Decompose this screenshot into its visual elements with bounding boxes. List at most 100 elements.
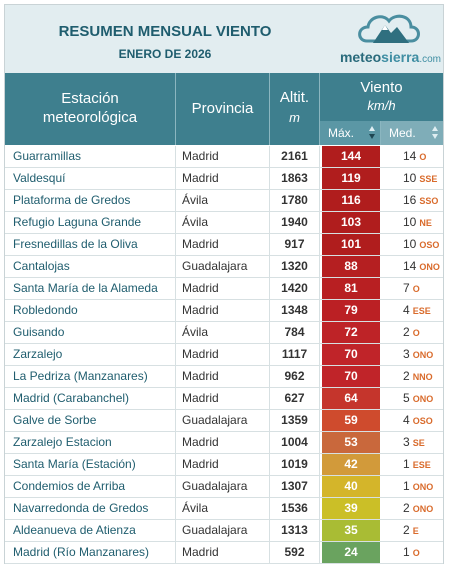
station-altitude: 962 [270,366,320,387]
table-row[interactable]: Condemios de Arriba Guadalajara 1307 40 1 ONO [5,476,443,498]
wind-mean-value: 1 [403,457,410,471]
wind-max-value: 72 [322,322,380,343]
station-province: Madrid [176,366,270,387]
wind-mean-cell: 1 ONO [381,476,443,497]
station-altitude: 1536 [270,498,320,519]
brand-logo[interactable]: meteosierra.com [331,49,441,65]
max-header-label: Máx. [328,126,355,140]
station-altitude: 2161 [270,146,320,167]
wind-direction: OSO [419,240,440,250]
table-row[interactable]: Madrid (Carabanchel) Madrid 627 64 5 ONO [5,388,443,410]
table-row[interactable]: Zarzalejo Madrid 1117 70 3 ONO [5,344,443,366]
wind-mean-cell: 5 ONO [381,388,443,409]
table-row[interactable]: Galve de Sorbe Guadalajara 1359 59 4 OSO [5,410,443,432]
wind-max-value: 35 [322,520,380,541]
station-province: Ávila [176,190,270,211]
column-header-station[interactable]: Estación meteorológica [5,73,176,145]
station-province: Madrid [176,388,270,409]
table-row[interactable]: Guisando Ávila 784 72 2 O [5,322,443,344]
wind-mean-cell: 10 OSO [381,234,443,255]
wind-mean-value: 2 [403,501,410,515]
wind-mean-value: 1 [403,545,410,559]
table-row[interactable]: Fresnedillas de la Oliva Madrid 917 101 10 OS… [5,234,443,256]
wind-mean-value: 2 [403,523,410,537]
station-table-body: Guarramillas Madrid 2161 144 14 O Valdesquí Mad… [5,146,443,564]
station-name: Aldeanueva de Atienza [5,520,176,541]
station-province: Madrid [176,146,270,167]
station-altitude: 1348 [270,300,320,321]
table-row[interactable]: Plataforma de Gredos Ávila 1780 116 16 SSO [5,190,443,212]
station-altitude: 1359 [270,410,320,431]
column-header-altitude[interactable]: Altit. m [270,73,320,145]
wind-mean-cell: 16 SSO [381,190,443,211]
table-row[interactable]: Zarzalejo Estacion Madrid 1004 53 3 SE [5,432,443,454]
table-row[interactable]: Santa María de la Alameda Madrid 1420 81 7 O [5,278,443,300]
table-row[interactable]: Navarredonda de Gredos Ávila 1536 39 2 ONO [5,498,443,520]
wind-max-value: 116 [322,190,380,211]
station-altitude: 1940 [270,212,320,233]
station-province: Madrid [176,344,270,365]
station-altitude: 627 [270,388,320,409]
station-altitude: 1117 [270,344,320,365]
wind-direction: SSO [419,196,439,206]
station-province: Madrid [176,278,270,299]
wind-mean-value: 16 [403,193,417,207]
wind-max-value: 79 [322,300,380,321]
wind-mean-value: 2 [403,369,410,383]
station-name: Refugio Laguna Grande [5,212,176,233]
wind-max-value: 24 [322,542,380,563]
station-name: Madrid (Carabanchel) [5,388,176,409]
station-altitude: 1313 [270,520,320,541]
station-province: Madrid [176,300,270,321]
table-row[interactable]: Aldeanueva de Atienza Guadalajara 1313 35 2 E [5,520,443,542]
station-altitude: 917 [270,234,320,255]
wind-max-value: 39 [322,498,380,519]
wind-max-value: 144 [322,146,380,167]
table-row[interactable]: Valdesquí Madrid 1863 119 10 SSE [5,168,443,190]
wind-max-value: 70 [322,344,380,365]
station-province: Guadalajara [176,520,270,541]
column-header-med[interactable]: Med. [381,121,443,145]
wind-max-value: 119 [322,168,380,189]
wind-direction: ONO [412,350,434,360]
wind-mean-value: 10 [403,215,417,229]
wind-mean-value: 4 [403,303,410,317]
wind-mean-cell: 14 ONO [381,256,443,277]
table-row[interactable]: La Pedriza (Manzanares) Madrid 962 70 2 NNO [5,366,443,388]
table-row[interactable]: Cantalojas Guadalajara 1320 88 14 ONO [5,256,443,278]
wind-mean-cell: 2 ONO [381,498,443,519]
table-row[interactable]: Refugio Laguna Grande Ávila 1940 103 10 NE [5,212,443,234]
wind-direction: SSE [419,174,438,184]
column-header-province[interactable]: Provincia [176,73,270,145]
wind-max-value: 81 [322,278,380,299]
station-altitude: 1019 [270,454,320,475]
wind-summary-panel: RESUMEN MENSUAL VIENTO ENERO DE 2026 met… [4,4,444,564]
station-name: Guisando [5,322,176,343]
altitude-header-label: Altit. [279,89,310,106]
station-name: Navarredonda de Gredos [5,498,176,519]
wind-max-value: 59 [322,410,380,431]
station-name: Guarramillas [5,146,176,167]
station-altitude: 1307 [270,476,320,497]
station-name: Galve de Sorbe [5,410,176,431]
station-header-line2: meteorológica [42,109,138,126]
wind-max-value: 103 [322,212,380,233]
table-row[interactable]: Madrid (Río Manzanares) Madrid 592 24 1 O [5,542,443,564]
station-name: La Pedriza (Manzanares) [5,366,176,387]
table-row[interactable]: Santa María (Estación) Madrid 1019 42 1 ESE [5,454,443,476]
sort-icon[interactable] [432,126,438,140]
brand-accent: sierra [381,49,420,65]
table-row[interactable]: Guarramillas Madrid 2161 144 14 O [5,146,443,168]
station-name: Madrid (Río Manzanares) [5,542,176,563]
wind-mean-cell: 2 NNO [381,366,443,387]
wind-mean-value: 7 [403,281,410,295]
wind-mean-value: 4 [403,413,410,427]
sort-descending-icon[interactable] [369,126,375,140]
column-group-wind: Viento km/h [320,73,443,121]
wind-direction: O [412,328,420,338]
table-row[interactable]: Robledondo Madrid 1348 79 4 ESE [5,300,443,322]
wind-direction: ONO [412,394,434,404]
column-header-max[interactable]: Máx. [320,121,381,145]
